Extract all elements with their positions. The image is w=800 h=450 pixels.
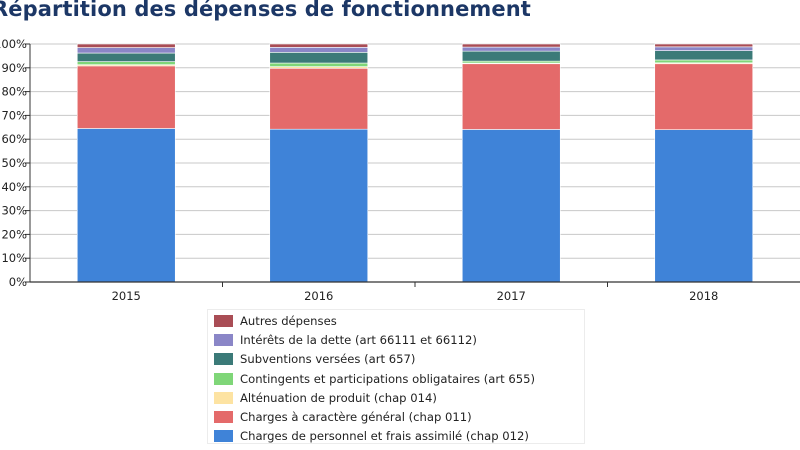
bar-segment-2016-6 bbox=[269, 43, 369, 48]
y-tick-label: 30% bbox=[1, 204, 27, 218]
bar-segment-2015-5 bbox=[76, 47, 176, 54]
bar-segment-2017-5 bbox=[461, 46, 561, 52]
x-tick-label: 2016 bbox=[304, 289, 333, 303]
bar-segment-2015-0 bbox=[76, 128, 176, 283]
y-tick-label: 10% bbox=[1, 251, 27, 265]
bar-segment-2016-0 bbox=[269, 128, 369, 283]
legend-label: Charges de personnel et frais assimilé (… bbox=[240, 429, 529, 444]
bar-segment-2016-4 bbox=[269, 52, 369, 64]
bar-segment-2018-0 bbox=[654, 129, 754, 283]
y-tick-label: 100% bbox=[0, 37, 27, 51]
legend-swatch bbox=[214, 372, 233, 385]
bar-segment-2018-5 bbox=[654, 46, 754, 51]
y-tick-label: 80% bbox=[1, 85, 27, 99]
legend-label: Subventions versées (art 657) bbox=[240, 352, 416, 367]
legend-item: Contingents et participations obligatair… bbox=[214, 371, 535, 387]
bar-segment-2015-3 bbox=[76, 61, 176, 66]
y-tick-label: 20% bbox=[1, 227, 27, 241]
x-tick-label: 2017 bbox=[497, 289, 526, 303]
y-tick-label: 60% bbox=[1, 132, 27, 146]
legend-label: Autres dépenses bbox=[240, 314, 337, 328]
legend-swatch bbox=[214, 391, 233, 404]
bar-segment-2017-0 bbox=[461, 129, 561, 283]
legend-swatch bbox=[214, 334, 233, 347]
legend-swatch bbox=[214, 411, 233, 423]
legend-swatch bbox=[214, 430, 233, 443]
legend-swatch bbox=[214, 315, 233, 327]
bar-segment-2018-4 bbox=[654, 50, 754, 61]
bar-segment-2017-4 bbox=[461, 50, 561, 62]
bar-segment-2016-1 bbox=[269, 67, 369, 130]
legend-label: Charges à caractère général (chap 011) bbox=[240, 410, 472, 424]
bars bbox=[76, 43, 754, 283]
legend-label: Contingents et participations obligatair… bbox=[240, 371, 535, 386]
y-tick-label: 40% bbox=[1, 180, 27, 194]
axes: 0% 10% 20% 30% 40% 50% 60% 70% 80% 90% 100% 2015 201… bbox=[0, 37, 800, 303]
y-tick-label: 50% bbox=[1, 156, 27, 170]
legend-label: Intérêts de la dette (art 66111 et 66112… bbox=[240, 333, 477, 348]
bar-segment-2015-4 bbox=[76, 52, 176, 62]
legend-item: Subventions versées (art 657) bbox=[214, 351, 415, 367]
bar-segment-2018-6 bbox=[654, 43, 754, 48]
x-tick-label: 2018 bbox=[689, 289, 718, 303]
legend: Autres dépenses Intérêts de la dette (art… bbox=[207, 309, 585, 444]
x-tick-label: 2015 bbox=[112, 289, 141, 303]
bar-segment-2017-6 bbox=[461, 43, 561, 48]
bar-segment-2015-6 bbox=[76, 43, 176, 48]
bar-segment-2016-5 bbox=[269, 47, 369, 53]
legend-label: Alténuation de produit (chap 014) bbox=[240, 390, 437, 405]
legend-item: Alténuation de produit (chap 014) bbox=[214, 390, 437, 406]
y-tick-label: 70% bbox=[1, 108, 27, 122]
legend-swatch bbox=[214, 353, 233, 366]
legend-item: Autres dépenses bbox=[214, 313, 337, 329]
bar-segment-2018-1 bbox=[654, 63, 754, 130]
bar-segment-2018-3 bbox=[654, 59, 754, 64]
y-tick-label: 90% bbox=[1, 61, 27, 75]
legend-item: Charges à caractère général (chap 011) bbox=[214, 409, 472, 425]
legend-item: Intérêts de la dette (art 66111 et 66112… bbox=[214, 332, 477, 348]
stacked-bar-chart: 0% 10% 20% 30% 40% 50% 60% 70% 80% 90% 100% 2015 201… bbox=[0, 37, 800, 303]
bar-segment-2015-1 bbox=[76, 65, 176, 129]
chart-title: Répartition des dépenses de fonctionneme… bbox=[0, 0, 531, 21]
legend-item: Charges de personnel et frais assimilé (… bbox=[214, 428, 529, 444]
bar-segment-2017-1 bbox=[461, 63, 561, 130]
bar-segment-2016-3 bbox=[269, 62, 369, 67]
y-tick-label: 0% bbox=[9, 275, 27, 289]
